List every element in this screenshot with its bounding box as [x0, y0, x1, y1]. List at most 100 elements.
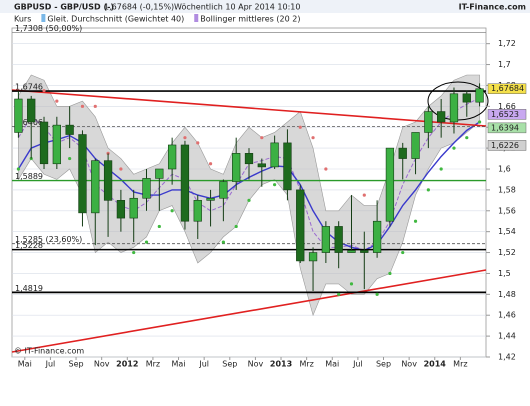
sar-dot — [477, 120, 482, 124]
x-tick-label: 2014 — [424, 360, 447, 369]
sar-dot — [42, 89, 46, 93]
site: IT-Finance.com — [459, 3, 526, 12]
y-tick-label: 1,72 — [498, 39, 516, 48]
candle-body — [27, 98, 36, 123]
sar-dot — [413, 219, 418, 223]
candle-body — [180, 144, 190, 222]
x-tick-label: Jul — [352, 360, 363, 369]
sar-dot — [93, 104, 97, 108]
y-tick-label: 1,58 — [498, 185, 516, 194]
price-label-box — [487, 140, 527, 151]
x-tick-label: Mai — [325, 360, 339, 369]
legend-label: Gleit. Durchschnitt (Gewichtet 40) — [47, 15, 184, 24]
y-tick-label: 1,56 — [498, 206, 516, 215]
candle-body — [270, 142, 279, 168]
y-tick-label: 1,66 — [498, 102, 516, 111]
candle-body — [129, 197, 138, 219]
x-tick-label: 2013 — [270, 360, 292, 369]
sar-dot — [119, 167, 123, 171]
footer: © IT-Finance.com — [14, 347, 84, 356]
legend-label: Kurs — [14, 15, 31, 24]
sar-dot — [221, 240, 225, 244]
sar-dot — [439, 167, 443, 171]
y-tick-label: 1,42 — [498, 353, 516, 362]
candle-body — [155, 168, 164, 179]
x-tick-label: Mrz — [453, 360, 467, 369]
legend-label: Bollinger mittleres (20 2) — [200, 15, 300, 24]
sar-dot — [132, 250, 136, 255]
level-label: 1,7308 (50,00%) — [15, 24, 82, 33]
sar-dot — [401, 250, 405, 255]
y-tick-label: 1,52 — [498, 248, 516, 257]
x-tick-label: Mai — [172, 360, 186, 369]
candle-body — [308, 252, 318, 262]
price-label-box — [487, 83, 527, 94]
candle-body — [142, 178, 151, 199]
candle-body — [78, 134, 87, 214]
x-tick-label: Nov — [401, 360, 417, 369]
sar-dot — [234, 224, 238, 229]
candle-body — [398, 147, 407, 159]
candle-body — [462, 93, 471, 103]
x-tick-label: Sep — [376, 360, 391, 369]
y-tick-label: 1,44 — [498, 332, 516, 341]
sar-dot — [183, 136, 187, 140]
price-label: 1,67684 — [491, 84, 524, 93]
sar-dot — [311, 136, 315, 140]
x-tick-label: Mrz — [146, 360, 160, 369]
sar-dot — [16, 167, 21, 171]
sar-dot — [80, 104, 85, 108]
candle-body — [257, 163, 266, 168]
candle-body — [411, 132, 420, 159]
candle-body — [206, 197, 215, 201]
sar-dot — [170, 209, 174, 213]
x-tick-label: Jul — [45, 360, 56, 369]
x-tick-label: Nov — [94, 360, 110, 369]
price-label-box — [487, 122, 527, 134]
level-label: 1,5285 (23,60%) — [15, 235, 82, 244]
price-label: 1,6523 — [491, 110, 519, 119]
price-label-box — [487, 109, 527, 120]
level-label: 1,5228 — [15, 241, 43, 250]
level-label: 1,5889 — [15, 172, 43, 181]
candle-body — [91, 160, 100, 214]
x-tick-label: Mrz — [299, 360, 313, 369]
candle-body — [385, 147, 395, 222]
legend-swatch — [194, 14, 199, 22]
header-bar — [0, 0, 530, 13]
trendline-lower — [11, 269, 487, 353]
symbol: GBPUSD - GBP/USD (-) — [14, 3, 114, 12]
sar-dot — [106, 151, 110, 155]
sar-dot — [337, 292, 341, 296]
candle-body — [39, 121, 49, 165]
candle-body — [52, 124, 61, 165]
candle-body — [372, 220, 382, 253]
candle-body — [475, 88, 484, 103]
level-label: 1,6406 — [15, 118, 43, 127]
candle-body — [449, 93, 459, 123]
candle-body — [283, 142, 292, 191]
price-label: 1,6394 — [491, 123, 519, 132]
y-tick-label: 1,46 — [498, 311, 516, 320]
candle-body — [116, 200, 126, 219]
legend-swatch — [41, 14, 46, 22]
sar-dot — [247, 198, 251, 202]
candle-body — [424, 111, 433, 133]
x-tick-label: Jul — [198, 360, 209, 369]
candle-body — [296, 189, 305, 262]
y-tick-label: 1,54 — [498, 227, 516, 236]
candle-body — [167, 144, 177, 170]
y-tick-label: 1,5 — [498, 269, 511, 278]
sar-dot — [349, 282, 354, 286]
candle-body — [193, 200, 202, 222]
sar-dot — [144, 240, 149, 244]
price-label: 1,6226 — [491, 141, 519, 150]
y-tick-label: 1,48 — [498, 290, 516, 299]
candle-body — [321, 226, 331, 253]
trendline-upper — [11, 89, 487, 127]
sar-dot — [260, 136, 264, 140]
candle-body — [65, 124, 74, 135]
x-tick-label: Nov — [248, 360, 264, 369]
level-label: 1,6746 — [15, 83, 43, 92]
